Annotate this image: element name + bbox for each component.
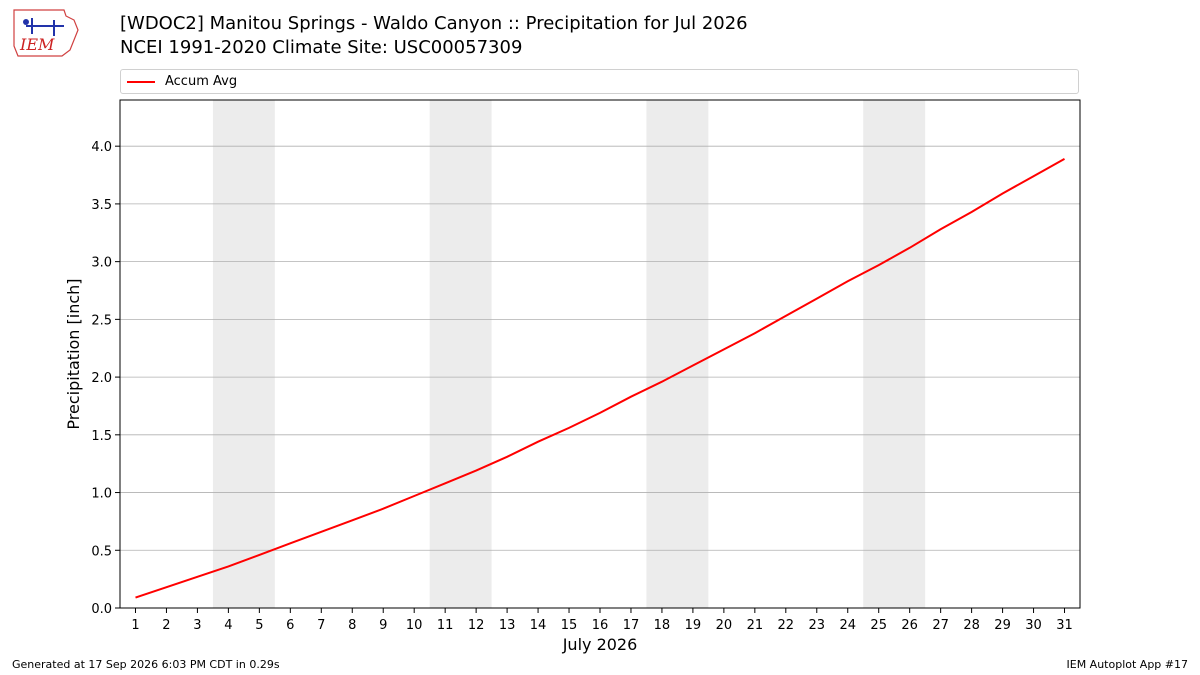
y-tick-label: 0.0 xyxy=(91,602,112,617)
x-tick-label: 25 xyxy=(870,618,887,633)
x-tick-label: 21 xyxy=(747,618,764,633)
chart-title: [WDOC2] Manitou Springs - Waldo Canyon :… xyxy=(120,12,748,60)
x-tick-label: 3 xyxy=(193,618,201,633)
x-tick-label: 11 xyxy=(437,618,454,633)
x-tick-label: 29 xyxy=(994,618,1011,633)
y-tick-label: 0.5 xyxy=(91,544,112,559)
x-tick-label: 17 xyxy=(623,618,640,633)
x-tick-label: 27 xyxy=(932,618,949,633)
weekend-band xyxy=(646,100,709,608)
x-tick-label: 19 xyxy=(685,618,702,633)
x-tick-label: 28 xyxy=(963,618,980,633)
x-tick-label: 24 xyxy=(839,618,856,633)
y-axis-label: Precipitation [inch] xyxy=(64,278,83,429)
y-tick-label: 4.0 xyxy=(91,140,112,155)
x-tick-label: 15 xyxy=(561,618,578,633)
x-tick-label: 7 xyxy=(317,618,325,633)
legend: Accum Avg xyxy=(120,69,1079,94)
x-tick-label: 8 xyxy=(348,618,356,633)
x-tick-label: 12 xyxy=(468,618,485,633)
logo-text: IEM xyxy=(19,35,55,54)
y-tick-label: 1.0 xyxy=(91,487,112,502)
weekend-bands xyxy=(212,100,926,608)
y-tick-label: 2.5 xyxy=(91,313,112,328)
title-line-1: [WDOC2] Manitou Springs - Waldo Canyon :… xyxy=(120,13,748,34)
x-tick-label: 22 xyxy=(778,618,795,633)
x-tick-label: 30 xyxy=(1025,618,1042,633)
x-tick-label: 23 xyxy=(809,618,826,633)
y-tick-label: 3.0 xyxy=(91,256,112,271)
x-axis-label: July 2026 xyxy=(562,635,638,654)
app-label: IEM Autoplot App #17 xyxy=(1066,658,1189,671)
x-tick-label: 16 xyxy=(592,618,609,633)
y-tick-label: 1.5 xyxy=(91,429,112,444)
x-tick-label: 1 xyxy=(131,618,139,633)
legend-swatch-accum-avg xyxy=(127,81,155,83)
generated-note: Generated at 17 Sep 2026 6:03 PM CDT in … xyxy=(12,658,280,671)
x-tick-label: 14 xyxy=(530,618,547,633)
title-line-2: NCEI 1991-2020 Climate Site: USC00057309 xyxy=(120,37,523,58)
x-tick-label: 6 xyxy=(286,618,294,633)
x-tick-label: 10 xyxy=(406,618,423,633)
weekend-band xyxy=(212,100,275,608)
legend-label-accum-avg: Accum Avg xyxy=(165,74,238,89)
iem-logo: IEM xyxy=(13,9,79,57)
weekend-band xyxy=(863,100,926,608)
y-tick-label: 3.5 xyxy=(91,198,112,213)
x-tick-label: 5 xyxy=(255,618,263,633)
x-tick-label: 4 xyxy=(224,618,232,633)
x-tick-label: 13 xyxy=(499,618,516,633)
x-tick-label: 18 xyxy=(654,618,671,633)
series-lines xyxy=(135,158,1065,599)
x-axis-ticks: 1 2 3 4 5 6 7 8 9 10 11 12 13 14 15 16 17 18 19 20 21 22 23 24 2… xyxy=(131,608,1073,633)
y-axis-ticks: 0.0 0.5 1.0 1.5 2.0 2.5 3.0 3.5 4.0 xyxy=(91,140,120,617)
x-tick-label: 9 xyxy=(379,618,387,633)
series-line-accum-avg xyxy=(135,158,1065,599)
x-tick-label: 20 xyxy=(716,618,733,633)
weekend-band xyxy=(429,100,492,608)
y-tick-label: 2.0 xyxy=(91,371,112,386)
x-tick-label: 2 xyxy=(162,618,170,633)
x-tick-label: 26 xyxy=(901,618,918,633)
x-tick-label: 31 xyxy=(1056,618,1073,633)
